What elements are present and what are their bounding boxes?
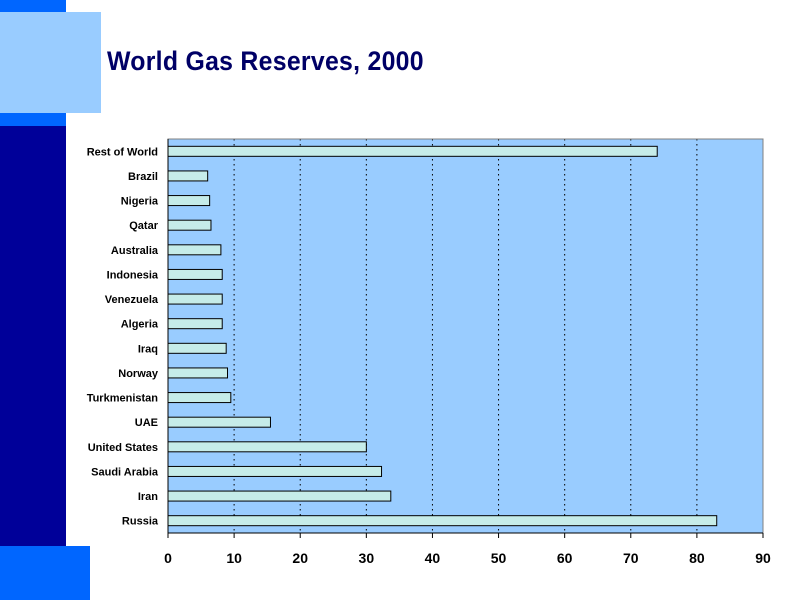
x-tick-label: 30 [359,550,375,566]
bar-united-states [167,441,367,453]
category-label: Rest of World [87,146,158,158]
category-label: Turkmenistan [87,393,159,405]
category-label: Iran [138,491,158,503]
bar-uae [167,416,271,428]
blue-corner-block [0,546,90,600]
bar-qatar [167,219,212,231]
plot-area: Russia Iran Saudi Arabia United States UAE Tu… [87,138,771,566]
x-tick-label: 40 [425,550,441,566]
x-tick-label: 0 [164,550,172,566]
bar-iran [167,490,392,502]
x-tick-label: 70 [623,550,639,566]
category-label: UAE [135,417,158,429]
bar-nigeria [167,195,211,207]
x-tick-label: 90 [755,550,771,566]
slide-title: World Gas Reserves, 2000 [107,46,424,76]
bar-norway [167,367,228,379]
x-tick-label: 50 [491,550,507,566]
category-label: Brazil [128,171,158,183]
bar-brazil [167,170,209,182]
category-label: United States [88,442,158,454]
bar-turkmenistan [167,392,232,404]
category-label: Qatar [129,220,158,232]
bar-rest-of-world [167,145,658,157]
light-blue-square [0,12,101,113]
category-label: Indonesia [107,269,159,281]
bar-indonesia [167,268,223,280]
category-label: Russia [122,516,159,528]
x-tick-label: 80 [689,550,705,566]
category-label: Venezuela [105,294,159,306]
navy-side-bar [0,126,66,600]
bar-russia [167,515,718,527]
category-label: Australia [111,245,159,257]
x-tick-label: 60 [557,550,573,566]
x-tick-label: 10 [226,550,242,566]
category-label: Nigeria [121,196,159,208]
category-label: Algeria [121,319,159,331]
bar-iraq [167,342,227,354]
category-label: Saudi Arabia [91,466,159,478]
category-label: Iraq [138,343,158,355]
bar-saudi-arabia [167,465,383,477]
bar-venezuela [167,293,223,305]
x-tick-label: 20 [292,550,308,566]
bar-australia [167,244,222,256]
bar-algeria [167,318,223,330]
category-label: Norway [118,368,159,380]
